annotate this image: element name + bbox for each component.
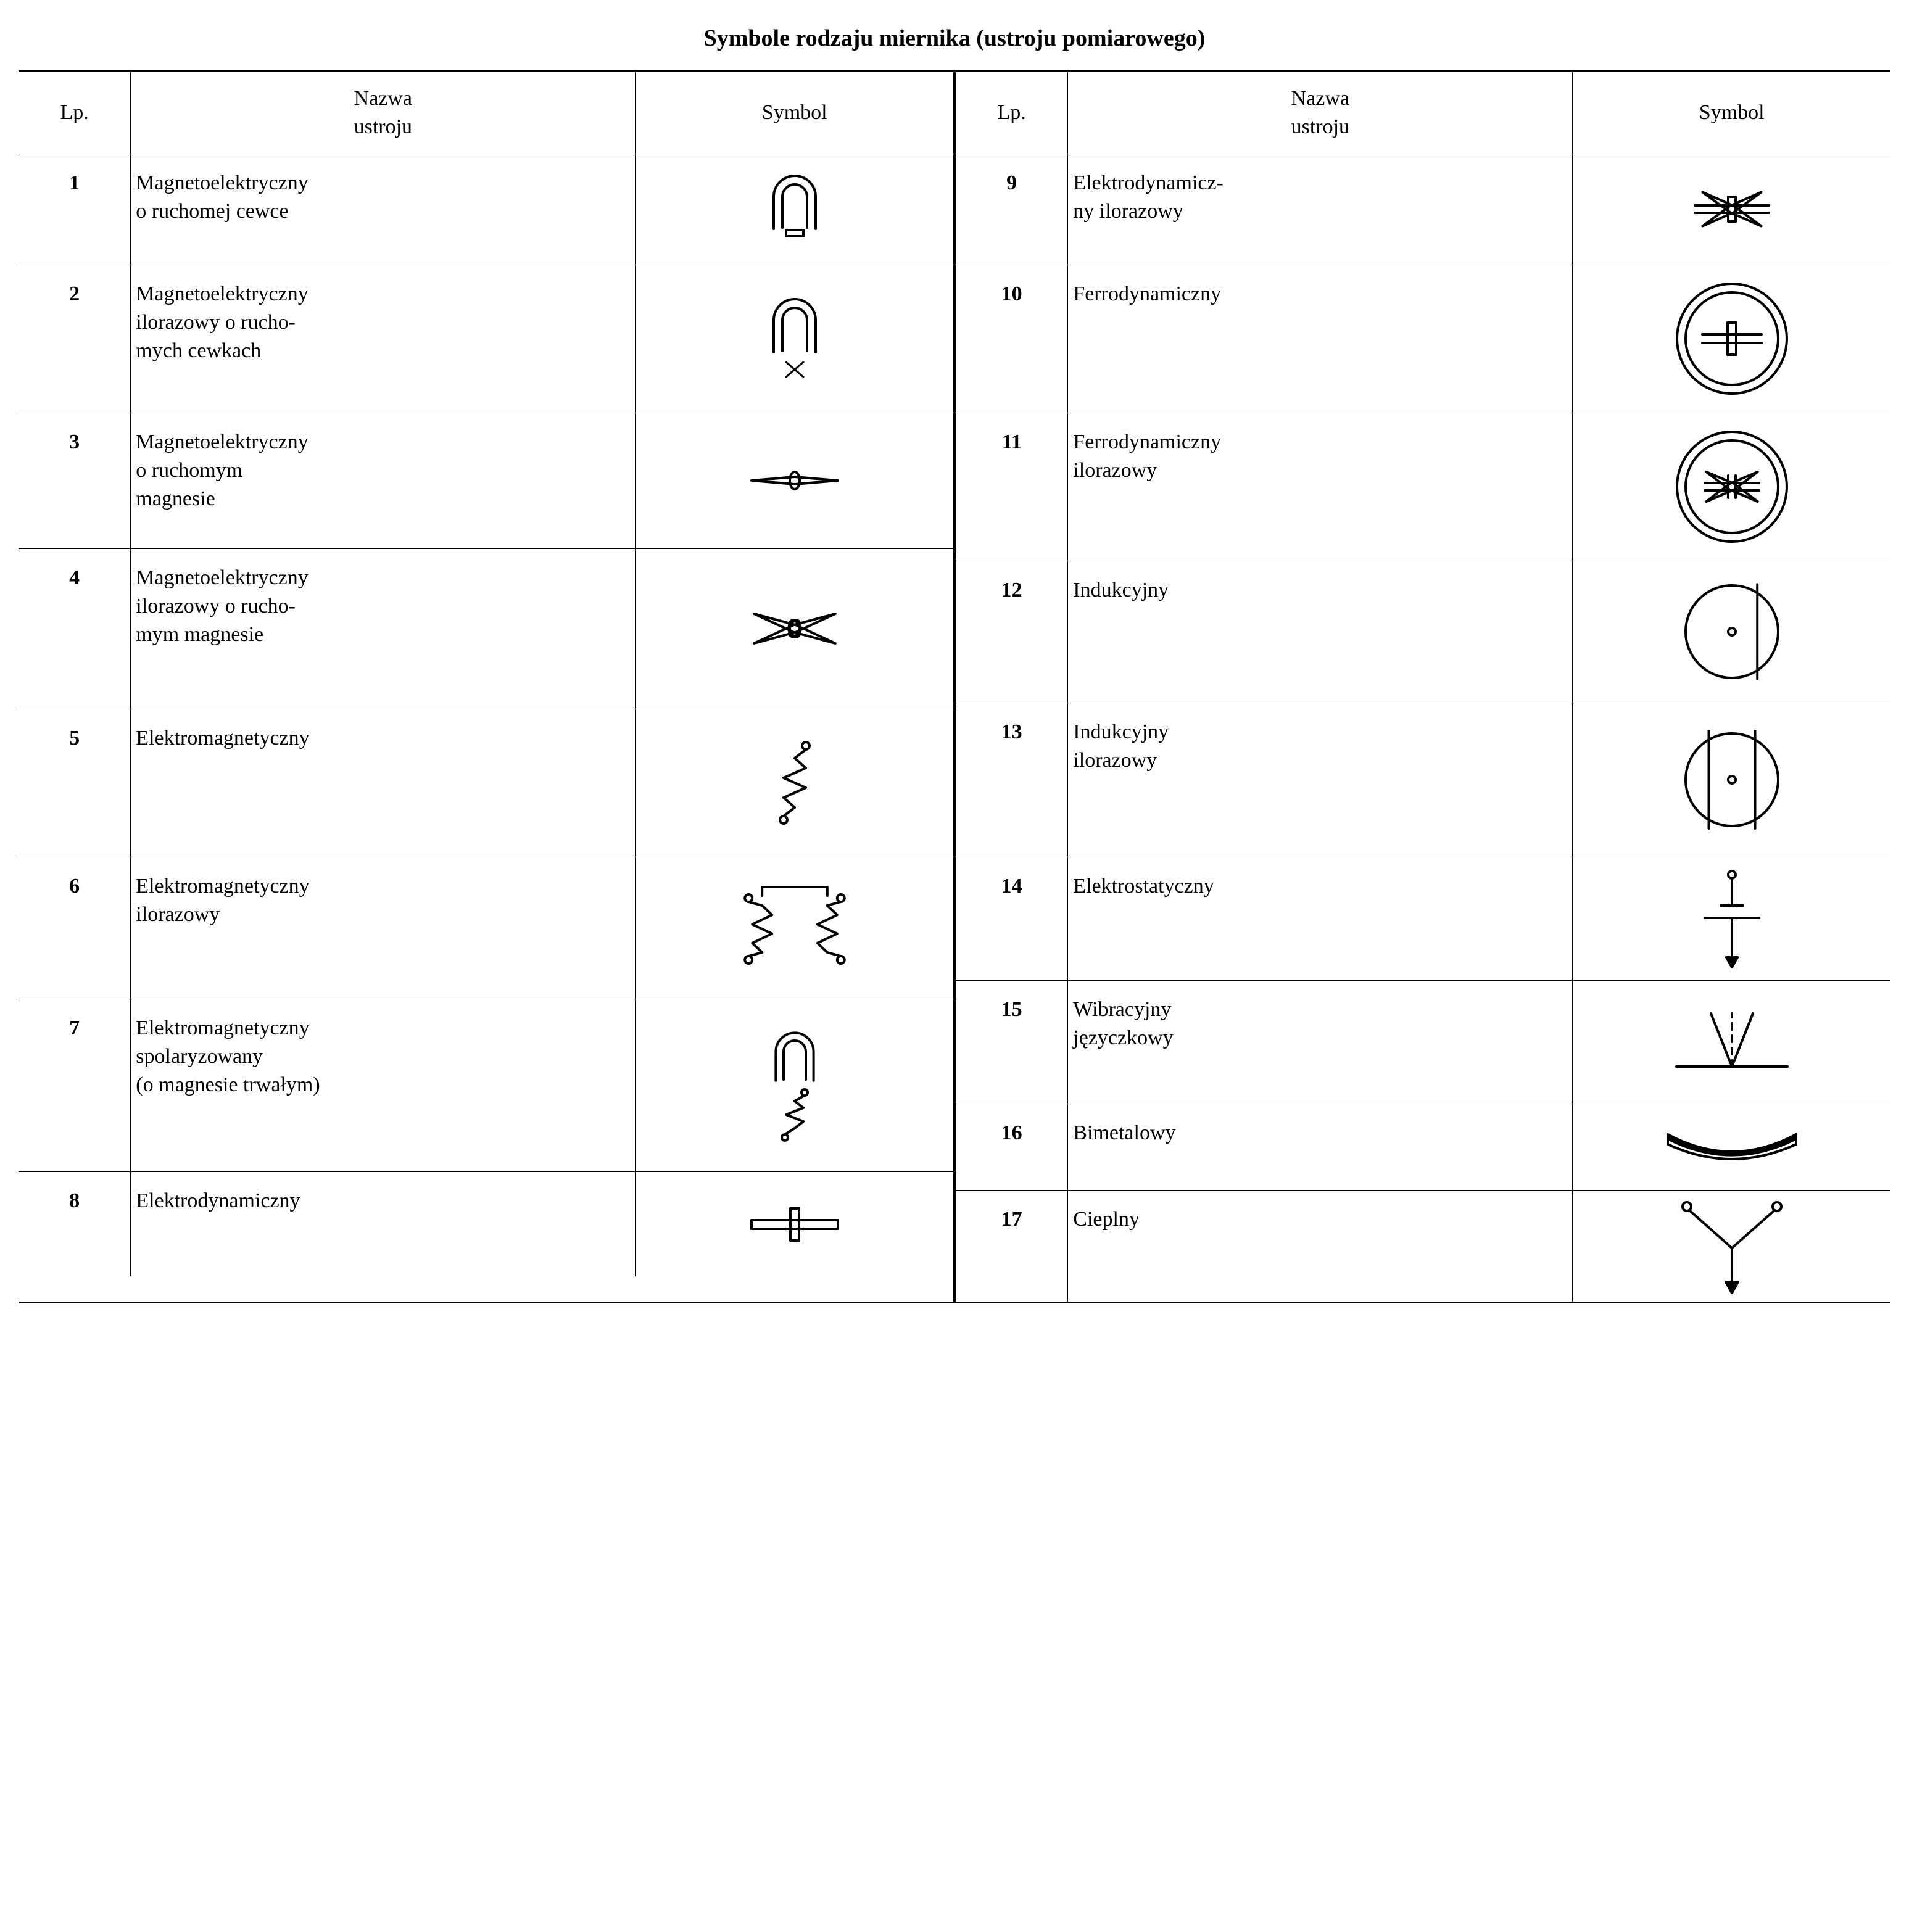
sym17-icon: [1673, 1197, 1791, 1295]
cell-name: Bimetalowy: [1068, 1104, 1573, 1190]
sym15-icon: [1670, 1005, 1794, 1079]
sym13-icon: [1679, 727, 1784, 832]
header-name: Nazwa ustroju: [1068, 72, 1573, 154]
cell-name: Elektrodynamicz- ny ilorazowy: [1068, 154, 1573, 265]
cell-symbol: [1573, 265, 1890, 413]
cell-name: Magnetoelektryczny ilorazowy o rucho- my…: [131, 265, 636, 413]
table-row: 9Elektrodynamicz- ny ilorazowy: [956, 154, 1890, 265]
table-row: 2Magnetoelektryczny ilorazowy o rucho- m…: [19, 265, 953, 413]
table-row: 5Elektromagnetyczny: [19, 709, 953, 857]
table-row: 8Elektrodynamiczny: [19, 1171, 953, 1276]
cell-lp: 4: [19, 548, 131, 709]
cell-lp: 8: [19, 1171, 131, 1276]
table-row: 14Elektrostatyczny: [956, 857, 1890, 980]
sym9-icon: [1676, 169, 1787, 249]
table-row: 11Ferrodynamiczny ilorazowy: [956, 413, 1890, 561]
left-half: Lp. Nazwa ustroju Symbol 1Magnetoelektry…: [19, 72, 956, 1302]
cell-symbol: [636, 413, 953, 548]
table-row: 15Wibracyjny języczkowy: [956, 980, 1890, 1104]
cell-symbol: [1573, 1104, 1890, 1190]
sym1-icon: [752, 166, 838, 252]
cell-symbol: [1573, 980, 1890, 1104]
cell-lp: 12: [956, 561, 1068, 703]
table-row: 6Elektromagnetyczny ilorazowy: [19, 857, 953, 999]
cell-name: Cieplny: [1068, 1190, 1573, 1302]
sym11-icon: [1673, 428, 1791, 545]
right-half: Lp. Nazwa ustroju Symbol 9Elektrodynamic…: [956, 72, 1890, 1302]
cell-lp: 5: [19, 709, 131, 857]
table-row: 10Ferrodynamiczny: [956, 265, 1890, 413]
sym5-icon: [758, 733, 832, 832]
cell-symbol: [636, 1171, 953, 1276]
cell-name: Wibracyjny języczkowy: [1068, 980, 1573, 1104]
cell-name: Magnetoelektryczny o ruchomej cewce: [131, 154, 636, 265]
cell-lp: 7: [19, 999, 131, 1171]
table-row: 4Magnetoelektryczny ilorazowy o rucho- m…: [19, 548, 953, 709]
table-row: 13Indukcyjny ilorazowy: [956, 703, 1890, 857]
cell-name: Magnetoelektryczny ilorazowy o rucho- my…: [131, 548, 636, 709]
table-row: 1Magnetoelektryczny o ruchomej cewce: [19, 154, 953, 265]
table-row: 16Bimetalowy: [956, 1104, 1890, 1190]
cell-lp: 6: [19, 857, 131, 999]
cell-lp: 3: [19, 413, 131, 548]
cell-symbol: [1573, 703, 1890, 857]
cell-lp: 13: [956, 703, 1068, 857]
sym12-icon: [1679, 579, 1784, 684]
cell-lp: 15: [956, 980, 1068, 1104]
sym14-icon: [1695, 866, 1769, 971]
header-lp: Lp.: [19, 72, 131, 154]
sym2-icon: [752, 289, 838, 388]
left-table: Lp. Nazwa ustroju Symbol 1Magnetoelektry…: [19, 72, 953, 1276]
cell-lp: 10: [956, 265, 1068, 413]
sym6-icon: [721, 878, 869, 977]
header-symbol: Symbol: [636, 72, 953, 154]
right-table: Lp. Nazwa ustroju Symbol 9Elektrodynamic…: [956, 72, 1890, 1302]
cell-name: Elektrostatyczny: [1068, 857, 1573, 980]
cell-lp: 14: [956, 857, 1068, 980]
cell-symbol: [1573, 1190, 1890, 1302]
cell-symbol: [636, 154, 953, 265]
cell-lp: 1: [19, 154, 131, 265]
cell-symbol: [1573, 857, 1890, 980]
table-row: 17Cieplny: [956, 1190, 1890, 1302]
cell-name: Ferrodynamiczny ilorazowy: [1068, 413, 1573, 561]
cell-symbol: [636, 548, 953, 709]
cell-name: Indukcyjny: [1068, 561, 1573, 703]
sym16-icon: [1658, 1122, 1806, 1171]
table-row: 12Indukcyjny: [956, 561, 1890, 703]
header-lp: Lp.: [956, 72, 1068, 154]
cell-lp: 17: [956, 1190, 1068, 1302]
sym7-icon: [745, 1023, 844, 1147]
sym4-icon: [739, 585, 850, 672]
cell-symbol: [636, 999, 953, 1171]
cell-name: Magnetoelektryczny o ruchomym magnesie: [131, 413, 636, 548]
sym10-icon: [1673, 280, 1791, 397]
page-title: Symbole rodzaju miernika (ustroju pomiar…: [19, 25, 1890, 52]
header-row: Lp. Nazwa ustroju Symbol: [19, 72, 953, 154]
symbols-table: Lp. Nazwa ustroju Symbol 1Magnetoelektry…: [19, 70, 1890, 1303]
cell-name: Ferrodynamiczny: [1068, 265, 1573, 413]
cell-name: Indukcyjny ilorazowy: [1068, 703, 1573, 857]
cell-symbol: [636, 709, 953, 857]
sym3-icon: [739, 456, 850, 505]
cell-name: Elektromagnetyczny ilorazowy: [131, 857, 636, 999]
cell-lp: 9: [956, 154, 1068, 265]
cell-lp: 2: [19, 265, 131, 413]
cell-lp: 11: [956, 413, 1068, 561]
header-row: Lp. Nazwa ustroju Symbol: [956, 72, 1890, 154]
cell-symbol: [636, 857, 953, 999]
cell-name: Elektrodynamiczny: [131, 1171, 636, 1276]
header-name: Nazwa ustroju: [131, 72, 636, 154]
sym8-icon: [739, 1194, 850, 1255]
table-row: 3Magnetoelektryczny o ruchomym magnesie: [19, 413, 953, 548]
cell-symbol: [636, 265, 953, 413]
cell-name: Elektromagnetyczny spolaryzowany (o magn…: [131, 999, 636, 1171]
cell-symbol: [1573, 154, 1890, 265]
cell-symbol: [1573, 413, 1890, 561]
cell-symbol: [1573, 561, 1890, 703]
header-symbol: Symbol: [1573, 72, 1890, 154]
cell-lp: 16: [956, 1104, 1068, 1190]
table-row: 7Elektromagnetyczny spolaryzowany (o mag…: [19, 999, 953, 1171]
cell-name: Elektromagnetyczny: [131, 709, 636, 857]
